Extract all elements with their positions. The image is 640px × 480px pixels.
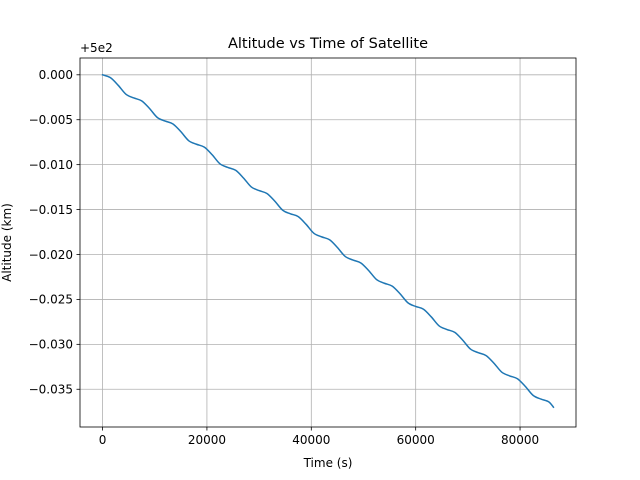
x-tick-label: 80000 [501, 433, 539, 447]
y-axis-offset-label: +5e2 [80, 41, 113, 55]
y-axis-title: Altitude (km) [0, 203, 14, 282]
y-tick-label: −0.010 [29, 158, 73, 172]
x-tick-label: 0 [99, 433, 107, 447]
plot-frame [79, 57, 577, 428]
series-line [101, 73, 555, 409]
x-axis-title: Time (s) [303, 456, 353, 470]
series-layer [101, 73, 555, 409]
grid [80, 58, 576, 427]
chart-title: Altitude vs Time of Satellite [228, 36, 428, 52]
y-tick-label: −0.025 [29, 293, 73, 307]
y-tick-label: −0.015 [29, 203, 73, 217]
y-tick-label: −0.005 [29, 113, 73, 127]
x-tick-label: 20000 [188, 433, 226, 447]
ticks: 0 20000 40000 60000 80000 0.000 −0.005 −0.010 −0… [29, 68, 540, 447]
y-tick-label: −0.030 [29, 338, 73, 352]
y-tick-label: −0.020 [29, 248, 73, 262]
y-tick-label: 0.000 [39, 68, 73, 82]
x-tick-label: 40000 [292, 433, 330, 447]
x-tick-label: 60000 [397, 433, 435, 447]
y-tick-label: −0.035 [29, 383, 73, 397]
